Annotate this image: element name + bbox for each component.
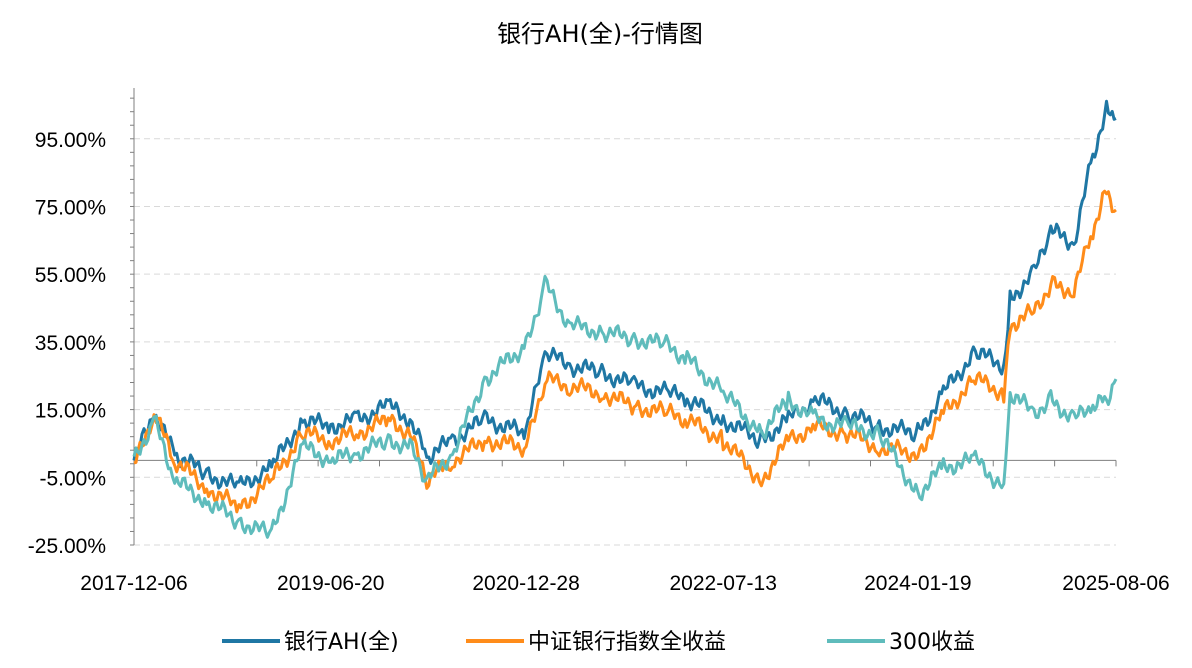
x-tick-label: 2019-06-20 — [277, 572, 384, 595]
grid-lines — [134, 138, 1116, 546]
y-tick-label: -5.00% — [39, 467, 106, 490]
y-tick-label: 15.00% — [35, 400, 106, 423]
x-tick-label: 2020-12-28 — [472, 572, 579, 595]
y-tick-label: 75.00% — [35, 196, 106, 219]
x-tick-label: 2022-07-13 — [669, 572, 776, 595]
legend-label: 300收益 — [889, 630, 975, 655]
y-tick-label: -25.00% — [28, 535, 106, 558]
series-line-1 — [133, 189, 1117, 514]
x-tick-label: 2025-08-06 — [1062, 572, 1169, 595]
legend-label: 中证银行指数全收益 — [528, 630, 726, 655]
x-axis-ticks: 2017-12-06 2019-06-20 2020-12-28 2022-07-13… — [80, 572, 1169, 595]
y-axis-ticks: -25.00% -5.00% 15.00% 35.00% 55.00% 75.00% 95.… — [28, 129, 106, 558]
x-tick-label: 2024-01-19 — [864, 572, 971, 595]
series-lines — [132, 99, 1118, 539]
series-line-2 — [132, 274, 1118, 539]
y-tick-label: 95.00% — [35, 129, 106, 152]
y-tick-label: 35.00% — [35, 332, 106, 355]
chart-title: 银行AH(全)-行情图 — [497, 20, 703, 48]
x-tick-label: 2017-12-06 — [80, 572, 187, 595]
legend-label: 银行AH(全) — [284, 630, 399, 655]
series-line-0 — [132, 99, 1117, 490]
y-tick-label: 55.00% — [35, 264, 106, 287]
legend: 银行AH(全) 中证银行指数全收益 300收益 — [222, 630, 975, 655]
axes — [130, 88, 1117, 546]
